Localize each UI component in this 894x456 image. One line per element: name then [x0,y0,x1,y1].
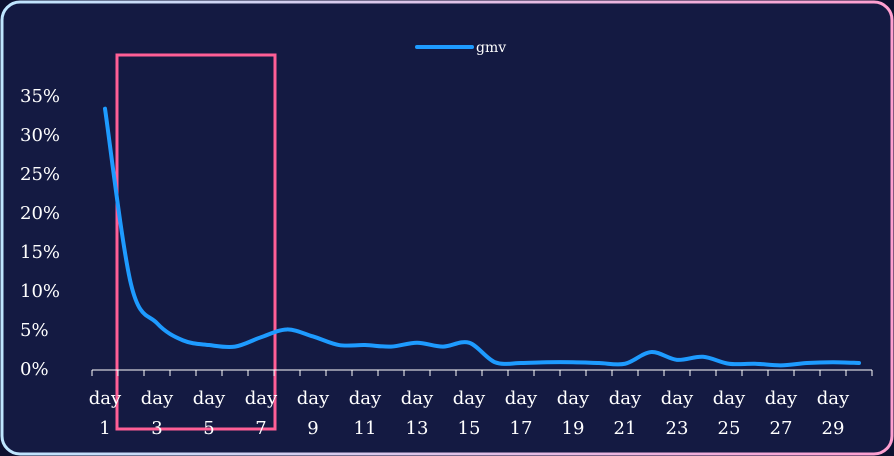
y-tick-label: 30% [20,125,60,146]
x-tick-label: day 21 [609,388,642,439]
y-tick-label: 0% [20,359,49,380]
y-tick-label: 10% [20,281,60,302]
x-tick-label: day 3 [141,388,174,439]
y-tick-label: 20% [20,203,60,224]
x-tick-label: day 9 [297,388,330,439]
y-tick-label: 5% [20,320,49,341]
x-tick-label: day 17 [505,388,538,439]
y-tick-label: 35% [20,86,60,107]
x-tick-label: day 27 [765,388,798,439]
x-tick-label: day 19 [557,388,590,439]
line [103,106,861,368]
x-tick-label: day 29 [817,388,850,439]
y-tick-label: 25% [20,164,60,185]
x-tick-label: day 7 [245,388,278,439]
x-tick-label: day 5 [193,388,226,439]
x-tick-label: day 11 [349,388,382,439]
x-tick-label: day 1 [89,388,122,439]
x-tick-label: day 23 [661,388,694,439]
x-tick-label: day 25 [713,388,746,439]
y-tick-label: 15% [20,242,60,263]
legend-label: gmv [476,40,506,56]
highlight-box [115,53,277,431]
x-tick-label: day 13 [401,388,434,439]
x-tick-label: day 15 [453,388,486,439]
